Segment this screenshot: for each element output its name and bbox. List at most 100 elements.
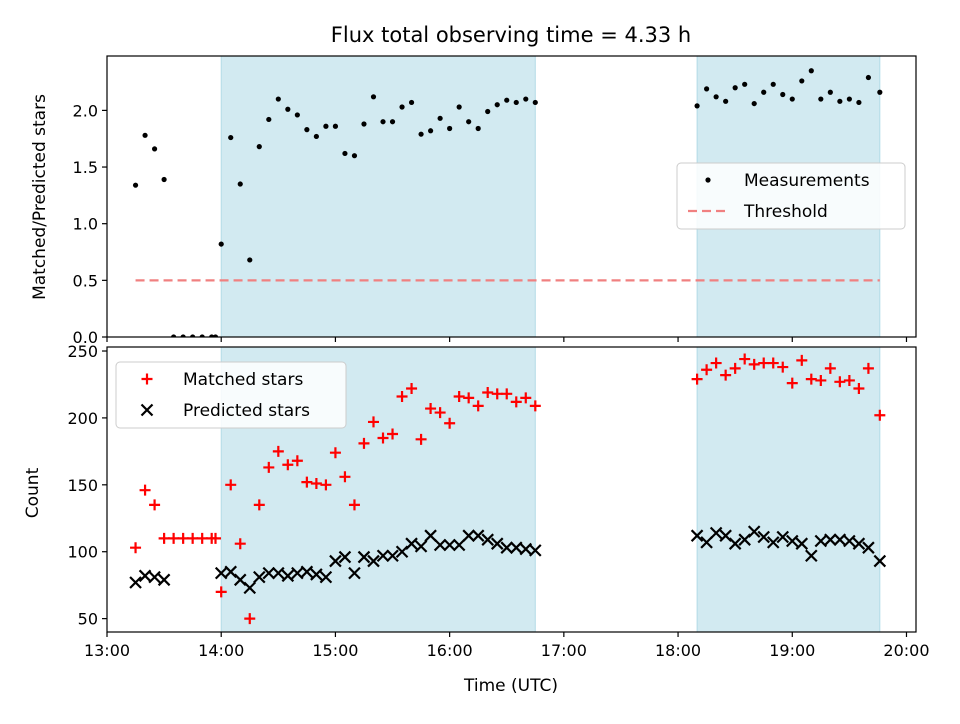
predicted-stars-point <box>490 537 504 550</box>
matched-stars-point <box>377 432 389 444</box>
predicted-stars-point <box>500 541 514 554</box>
matched-stars-point <box>348 499 360 511</box>
predicted-stars-point <box>148 570 161 584</box>
matched-stars-point <box>149 499 161 511</box>
matched-stars-point <box>444 417 456 429</box>
predicted-stars-point <box>757 530 770 544</box>
matched-stars-point <box>282 459 294 471</box>
predicted-stars-point <box>452 538 466 552</box>
predicted-stars-point <box>300 565 314 579</box>
matched-stars-point <box>320 479 332 491</box>
matched-stars-point <box>210 532 222 544</box>
predicted-stars-point <box>386 549 399 563</box>
legend-box <box>676 162 906 230</box>
legend-marker <box>705 177 711 183</box>
predicted-stars-point <box>310 568 323 581</box>
predicted-stars-point <box>873 554 887 568</box>
matched-stars-point <box>834 376 846 388</box>
predicted-stars-point <box>243 581 257 595</box>
x-tick-label: 14:00 <box>198 641 244 660</box>
measurements-point <box>161 176 167 183</box>
measurements-point <box>266 116 272 123</box>
predicted-stars-point <box>157 573 171 587</box>
measurements-point <box>132 182 139 188</box>
x-tick-label: 16:00 <box>427 641 473 660</box>
x-tick-label: 13:00 <box>84 641 130 660</box>
predicted-stars-point <box>367 554 380 568</box>
predicted-stars-point <box>481 533 494 546</box>
matched-stars-point <box>187 532 199 544</box>
matched-stars-point <box>862 362 874 374</box>
matched-stars-point <box>387 428 399 440</box>
bottom-panel: 13:00 14:00 15:00 16:00 17:00 18:00 19:00 20:00… <box>67 342 929 660</box>
y-tick-label: 1.5 <box>73 158 98 177</box>
legend-marker <box>141 373 153 385</box>
measurements-point <box>856 99 862 106</box>
predicted-stars-point <box>862 541 875 554</box>
shaded-interval <box>696 346 881 633</box>
measurements-point <box>285 106 291 112</box>
matched-stars-point <box>758 357 770 369</box>
axes-frame <box>106 346 917 633</box>
matched-stars-point <box>824 362 836 374</box>
matched-stars-point <box>796 354 808 366</box>
x-tick-label: 18:00 <box>655 641 701 660</box>
measurements-point <box>799 78 805 84</box>
measurements-point <box>761 89 767 95</box>
measurements-point <box>399 104 405 110</box>
matched-stars-point <box>415 433 427 445</box>
predicted-stars-point <box>357 550 371 564</box>
measurements-point <box>171 334 177 337</box>
measurements-point <box>351 153 358 159</box>
predicted-stars-point <box>414 540 428 553</box>
y-tick-label: 1.0 <box>73 215 98 234</box>
y-tick-label: 0.5 <box>73 271 98 290</box>
matched-stars-point <box>853 382 865 394</box>
measurements-point <box>494 102 500 108</box>
x-tick-label: 15:00 <box>312 641 358 660</box>
predicted-stars-point <box>433 538 447 552</box>
y-tick-label: 0.0 <box>73 328 98 347</box>
matched-stars-point <box>510 396 522 408</box>
measurements-point <box>428 128 434 134</box>
matched-stars-point <box>130 542 142 554</box>
matched-stars-point <box>729 362 741 374</box>
chart-title: Flux total observing time = 4.33 h <box>331 23 691 47</box>
legend-label: Threshold <box>743 202 828 222</box>
legend: Measurements Threshold <box>676 162 906 230</box>
matched-stars-point <box>501 388 513 400</box>
predicted-stars-point <box>824 533 837 546</box>
predicted-stars-point <box>852 537 866 550</box>
x-tick-label: 17:00 <box>541 641 587 660</box>
measurements-point <box>846 96 852 102</box>
legend-box <box>115 361 347 429</box>
predicted-stars-point <box>319 570 333 584</box>
series-markers <box>132 68 883 337</box>
measurements-point <box>190 334 196 337</box>
y-tick-label: 100 <box>67 543 98 562</box>
predicted-stars-point <box>805 549 818 563</box>
measurements-point <box>456 104 462 110</box>
matched-stars-point <box>244 613 256 625</box>
matched-stars-point <box>720 369 732 381</box>
predicted-stars-point <box>405 537 418 550</box>
measurements-point <box>466 119 472 125</box>
measurements-point <box>808 68 814 74</box>
measurements-point <box>212 334 219 337</box>
matched-stars-point <box>874 409 886 421</box>
measurements-point <box>294 112 300 118</box>
measurements-point <box>408 99 415 106</box>
measurements-point <box>447 125 453 132</box>
matched-stars-point <box>529 400 541 412</box>
matched-stars-point <box>196 532 208 544</box>
predicted-stars-point <box>529 544 542 557</box>
matched-stars-point <box>225 479 237 491</box>
predicted-stars-point <box>272 566 285 580</box>
matched-stars-point <box>168 532 180 544</box>
matched-stars-point <box>339 471 351 483</box>
matched-stars-point <box>491 388 503 400</box>
predicted-stars-point <box>262 566 276 580</box>
measurements-point <box>704 86 710 92</box>
